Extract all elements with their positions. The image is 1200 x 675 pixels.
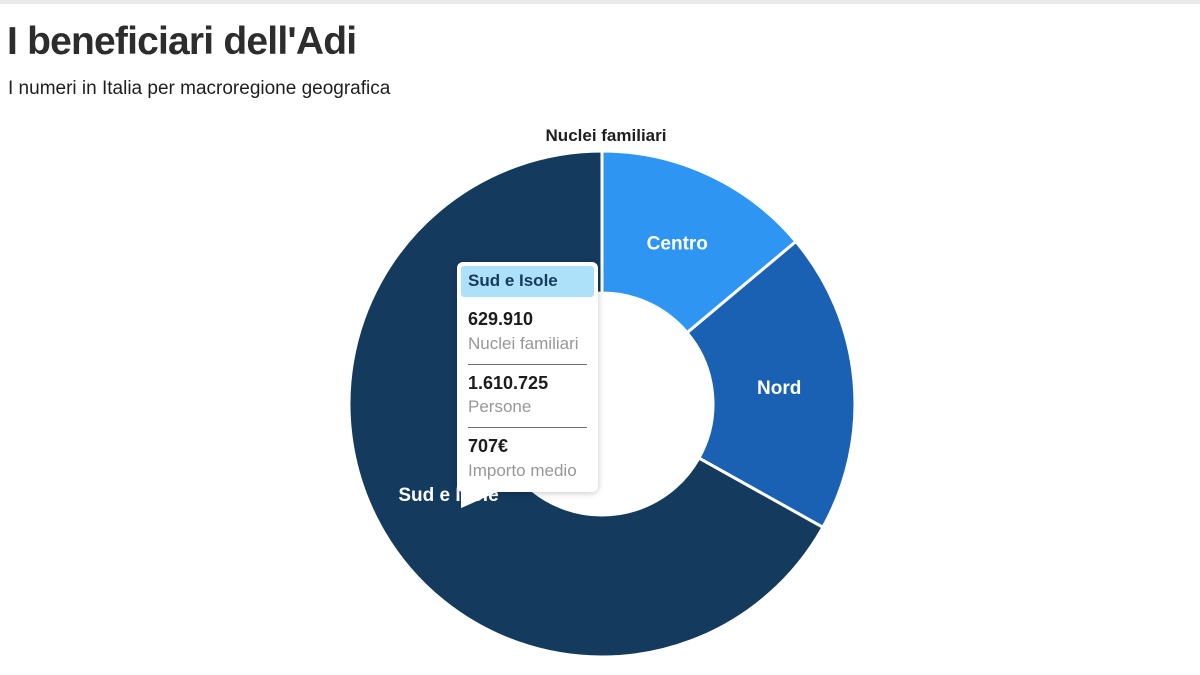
tooltip-sud-e-isole: Sud e Isole 629.910 Nuclei familiari 1.6… — [457, 262, 598, 509]
tooltip-body: 629.910 Nuclei familiari 1.610.725 Perso… — [461, 297, 594, 492]
tooltip-label-nuclei: Nuclei familiari — [468, 333, 579, 353]
tooltip-title: Sud e Isole — [461, 266, 594, 297]
tooltip-divider — [468, 427, 587, 429]
tooltip-label-persone: Persone — [468, 397, 532, 417]
tooltip-divider — [468, 363, 587, 365]
tooltip-row-persone: 1.610.725 Persone — [468, 373, 587, 419]
page-title: I beneficiari dell'Adi — [7, 20, 357, 63]
top-border — [0, 0, 1200, 4]
donut-segment-nord[interactable] — [685, 240, 857, 529]
tooltip-value-importo: 707€ — [468, 436, 509, 457]
segment-label-nord: Nord — [757, 378, 801, 399]
chart-title: Nuclei familiari — [545, 126, 667, 145]
page-header: I beneficiari dell'Adi I numeri in Itali… — [7, 20, 567, 100]
segment-label-centro: Centro — [647, 234, 708, 255]
tooltip-value-persone: 1.610.725 — [468, 372, 549, 393]
page-subtitle: I numeri in Italia per macroregione geog… — [8, 77, 391, 99]
tooltip-row-importo: 707€ Importo medio — [468, 436, 587, 482]
tooltip-label-importo: Importo medio — [468, 460, 577, 480]
tooltip-row-nuclei: 629.910 Nuclei familiari — [468, 309, 587, 355]
tooltip-value-nuclei: 629.910 — [468, 309, 534, 329]
donut-segment-centro[interactable] — [600, 149, 798, 335]
